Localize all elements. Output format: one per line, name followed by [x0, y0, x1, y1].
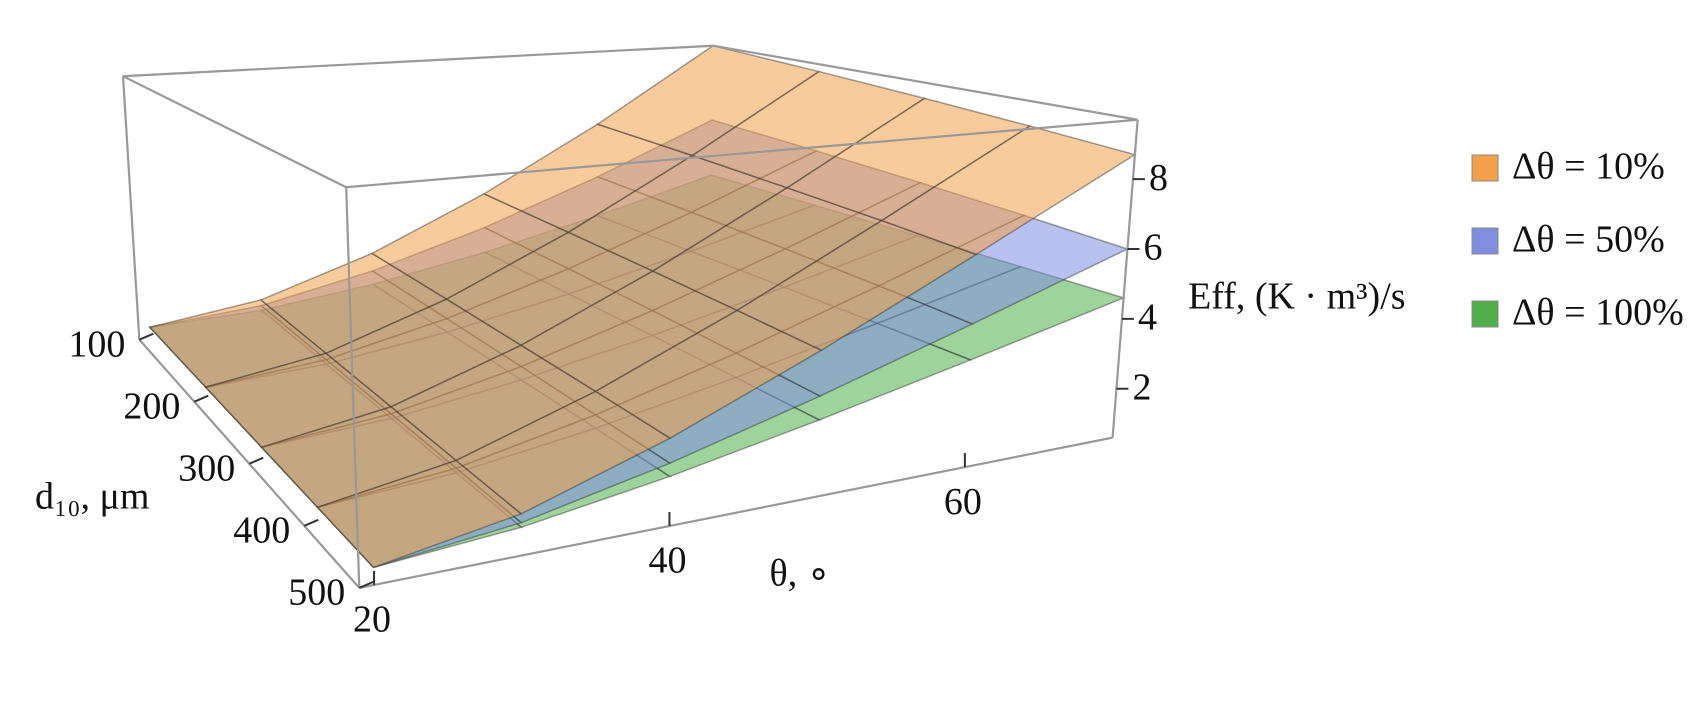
- z-tick-label: 6: [1143, 227, 1162, 269]
- x-tick-label: 60: [944, 481, 982, 523]
- box-edge: [122, 44, 714, 78]
- y-tick-label: 100: [68, 323, 125, 365]
- legend-swatch: [1471, 154, 1499, 182]
- y-tick: [303, 518, 319, 527]
- y-tick: [193, 394, 209, 403]
- legend-label: Δθ = 10%: [1512, 146, 1665, 188]
- legend-swatch: [1471, 227, 1499, 255]
- z-tick-label: 8: [1149, 157, 1168, 199]
- box-edge: [345, 187, 361, 588]
- y-tick-label: 300: [178, 447, 235, 489]
- axes-box: 20 40 60 100 200 300 400 500 2 4 6 8: [68, 44, 1168, 641]
- legend-label: Δθ = 100%: [1512, 292, 1684, 334]
- box-edge: [359, 436, 1113, 589]
- x-tick-label: 40: [648, 540, 686, 582]
- box-edge: [122, 75, 347, 189]
- x-axis-label: θ, ∘: [770, 553, 831, 595]
- y-tick-label: 400: [233, 510, 290, 552]
- z-tick-label: 4: [1138, 297, 1157, 339]
- z-axis-label: Eff, (K · m³)/s: [1188, 276, 1406, 318]
- x-tick-label: 20: [353, 599, 391, 641]
- box-edge: [712, 44, 1138, 121]
- z-tick-label: 2: [1132, 366, 1151, 408]
- y-axis-label: d₁₀, μm: [35, 476, 149, 518]
- y-tick-label: 200: [123, 385, 180, 427]
- box-edge: [121, 76, 141, 340]
- legend-label: Δθ = 50%: [1512, 219, 1665, 261]
- legend-swatch: [1471, 300, 1499, 328]
- y-tick: [358, 580, 374, 589]
- surfaces: [148, 44, 1137, 569]
- box-edge: [346, 118, 1138, 189]
- y-tick: [248, 456, 264, 465]
- y-tick: [138, 332, 154, 341]
- box-edge: [1111, 119, 1139, 438]
- y-tick-label: 500: [288, 572, 345, 614]
